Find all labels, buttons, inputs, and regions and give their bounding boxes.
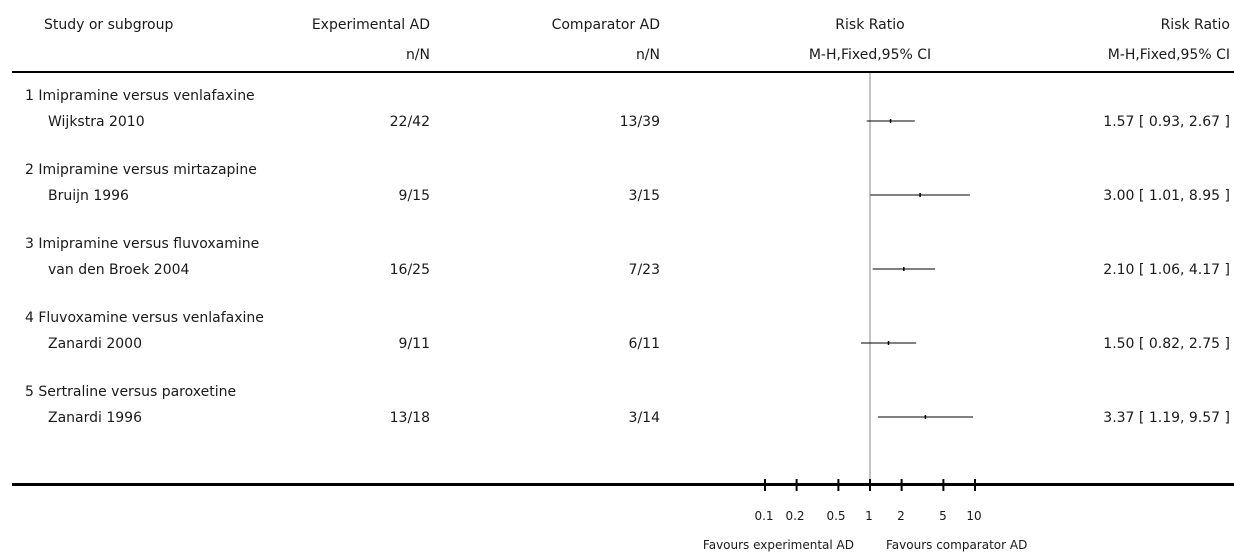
tick-label: 5 — [939, 509, 947, 523]
header-study: Study or subgroup — [44, 17, 174, 33]
comparator-events: 3/15 — [628, 188, 660, 204]
header-risk-ratio-sub: M-H,Fixed,95% CI — [1107, 47, 1230, 63]
bottom-divider — [12, 483, 1234, 486]
subgroup-title: 3 Imipramine versus fluvoxamine — [25, 236, 260, 252]
subgroup-title: 2 Imipramine versus mirtazapine — [25, 162, 257, 178]
header-plot: Risk Ratio — [835, 17, 905, 33]
risk-ratio-ci: 3.00 [ 1.01, 8.95 ] — [1103, 188, 1230, 204]
comparator-events: 6/11 — [628, 336, 660, 352]
experimental-events: 13/18 — [389, 410, 430, 426]
header-risk-ratio: Risk Ratio — [1160, 17, 1230, 33]
header-comparator: Comparator AD — [551, 17, 660, 33]
subgroup-title: 1 Imipramine versus venlafaxine — [25, 88, 255, 104]
risk-ratio-ci: 1.50 [ 0.82, 2.75 ] — [1103, 336, 1230, 352]
tick-label: 2 — [897, 509, 905, 523]
experimental-events: 9/11 — [398, 336, 430, 352]
subgroup-title: 5 Sertraline versus paroxetine — [25, 384, 237, 400]
header-experimental-sub: n/N — [405, 47, 430, 63]
experimental-events: 9/15 — [398, 188, 430, 204]
header-comparator-sub: n/N — [635, 47, 660, 63]
subgroup-title: 4 Fluvoxamine versus venlafaxine — [25, 310, 264, 326]
tick-label: 0.1 — [754, 509, 774, 523]
comparator-events: 7/23 — [628, 262, 660, 278]
comparator-events: 3/14 — [628, 410, 660, 426]
tick-label: 0.5 — [826, 509, 846, 523]
risk-ratio-ci: 1.57 [ 0.93, 2.67 ] — [1103, 114, 1230, 130]
header-plot-sub: M-H,Fixed,95% CI — [808, 47, 932, 63]
study-name: Wijkstra 2010 — [48, 114, 145, 130]
risk-ratio-ci: 3.37 [ 1.19, 9.57 ] — [1103, 410, 1230, 426]
comparator-events: 13/39 — [619, 114, 660, 130]
study-name: van den Broek 2004 — [48, 262, 190, 278]
study-name: Bruijn 1996 — [48, 188, 129, 204]
favours-experimental-label: Favours experimental AD — [702, 538, 854, 552]
header-experimental: Experimental AD — [311, 17, 430, 33]
experimental-events: 22/42 — [389, 114, 430, 130]
tick-label: 1 — [865, 509, 873, 523]
risk-ratio-ci: 2.10 [ 1.06, 4.17 ] — [1103, 262, 1230, 278]
study-name: Zanardi 1996 — [48, 410, 142, 426]
favours-comparator-label: Favours comparator AD — [886, 538, 1028, 552]
tick-label: 0.2 — [785, 509, 805, 523]
experimental-events: 16/25 — [389, 262, 430, 278]
tick-label: 10 — [966, 509, 982, 523]
header-divider — [12, 71, 1234, 73]
study-name: Zanardi 2000 — [48, 336, 142, 352]
